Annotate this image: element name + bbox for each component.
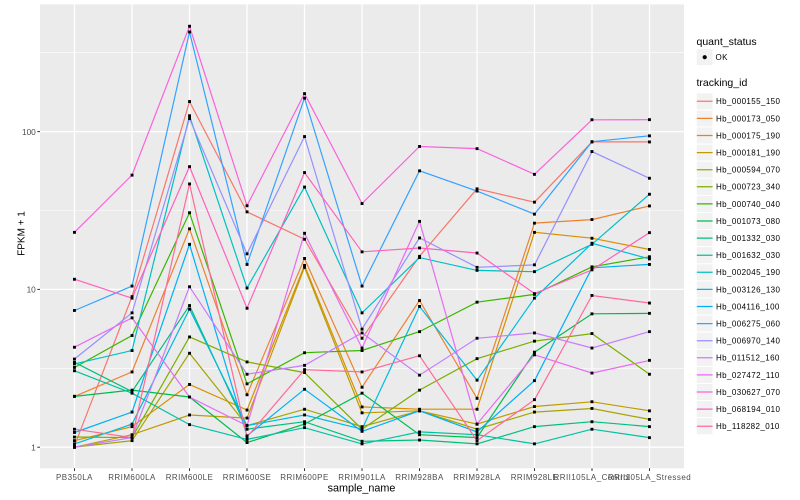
- svg-text:Hb_000740_040: Hb_000740_040: [716, 200, 781, 209]
- svg-text:Hb_118282_010: Hb_118282_010: [716, 422, 780, 431]
- svg-text:RRIM600PE: RRIM600PE: [280, 473, 329, 482]
- svg-text:Hb_006275_060: Hb_006275_060: [716, 320, 781, 329]
- svg-text:Hb_030627_070: Hb_030627_070: [716, 388, 781, 397]
- svg-text:Hb_000181_190: Hb_000181_190: [716, 149, 781, 158]
- svg-text:OK: OK: [716, 53, 729, 62]
- svg-text:Hb_001073_080: Hb_001073_080: [716, 217, 781, 226]
- svg-text:RRII105LA_Control: RRII105LA_Control: [553, 473, 630, 482]
- svg-text:1: 1: [31, 442, 36, 452]
- svg-text:Hb_011512_160: Hb_011512_160: [716, 354, 780, 363]
- svg-text:quant_status: quant_status: [697, 36, 757, 48]
- svg-text:Hb_003126_130: Hb_003126_130: [716, 285, 781, 294]
- svg-text:sample_name: sample_name: [328, 483, 396, 495]
- svg-text:Hb_001632_030: Hb_001632_030: [716, 251, 781, 260]
- svg-text:RRIM928LE: RRIM928LE: [511, 473, 559, 482]
- svg-text:10: 10: [27, 285, 37, 295]
- svg-text:RRIM901LA: RRIM901LA: [338, 473, 386, 482]
- svg-text:Hb_000723_340: Hb_000723_340: [716, 183, 781, 192]
- svg-text:tracking_id: tracking_id: [697, 77, 748, 89]
- svg-text:RRIM928LA: RRIM928LA: [453, 473, 501, 482]
- svg-text:Hb_004116_100: Hb_004116_100: [716, 302, 780, 311]
- svg-text:Hb_000175_190: Hb_000175_190: [716, 131, 781, 140]
- svg-text:Hb_002045_190: Hb_002045_190: [716, 268, 781, 277]
- svg-text:RRIM600LE: RRIM600LE: [166, 473, 214, 482]
- svg-text:Hb_006970_140: Hb_006970_140: [716, 337, 781, 346]
- svg-text:Hb_000173_050: Hb_000173_050: [716, 114, 781, 123]
- svg-text:Hb_000594_070: Hb_000594_070: [716, 166, 781, 175]
- svg-text:RRIM600SE: RRIM600SE: [223, 473, 272, 482]
- svg-text:PB350LA: PB350LA: [56, 473, 93, 482]
- svg-text:100: 100: [22, 127, 36, 137]
- svg-text:Hb_001332_030: Hb_001332_030: [716, 234, 781, 243]
- svg-text:RRIM928BA: RRIM928BA: [395, 473, 444, 482]
- svg-text:Hb_027472_110: Hb_027472_110: [716, 371, 780, 380]
- svg-text:FPKM + 1: FPKM + 1: [17, 211, 28, 256]
- svg-text:Hb_068194_010: Hb_068194_010: [716, 405, 781, 414]
- svg-text:RRII105LA_Stressed: RRII105LA_Stressed: [608, 473, 691, 482]
- svg-text:RRIM600LA: RRIM600LA: [108, 473, 156, 482]
- svg-text:Hb_000155_150: Hb_000155_150: [716, 97, 781, 106]
